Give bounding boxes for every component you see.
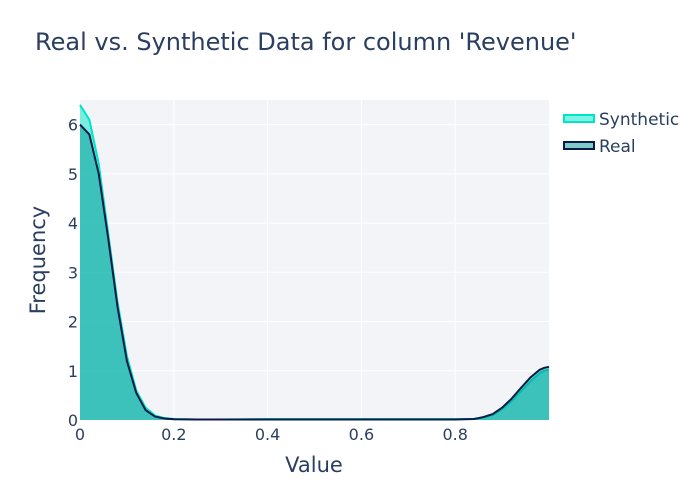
x-axis-ticks: 0 0.2 0.4 0.6 0.8 <box>75 425 468 444</box>
series-fill-real <box>80 124 549 421</box>
y-tick-label: 2 <box>68 313 78 332</box>
legend-swatch-real <box>563 141 595 150</box>
series-areas <box>79 104 550 421</box>
legend-item-synthetic[interactable]: Synthetic <box>563 110 679 130</box>
x-tick-label: 0.8 <box>442 425 467 444</box>
x-tick-label: 0.2 <box>161 425 186 444</box>
legend: Synthetic Real <box>563 110 679 157</box>
legend-label-real: Real <box>599 137 636 157</box>
y-tick-label: 3 <box>68 263 78 282</box>
x-tick-label: 0.6 <box>349 425 374 444</box>
y-tick-label: 6 <box>68 116 78 135</box>
chart-title: Real vs. Synthetic Data for column 'Reve… <box>35 28 577 56</box>
y-tick-label: 1 <box>68 362 78 381</box>
x-tick-label: 0 <box>75 425 85 444</box>
plot-area <box>80 100 549 420</box>
y-tick-label: 0 <box>68 411 78 430</box>
legend-item-real[interactable]: Real <box>563 137 636 157</box>
y-tick-label: 5 <box>68 165 78 184</box>
x-axis-title: Value <box>285 453 343 477</box>
x-tick-label: 0.4 <box>255 425 280 444</box>
legend-swatch-synthetic <box>563 114 595 123</box>
legend-label-synthetic: Synthetic <box>599 110 679 130</box>
series-line-real <box>79 123 550 421</box>
y-tick-label: 4 <box>68 214 78 233</box>
y-axis-title: Frequency <box>26 206 50 315</box>
grid <box>80 100 549 420</box>
y-axis-ticks: 0 1 2 3 4 5 6 <box>68 116 78 430</box>
